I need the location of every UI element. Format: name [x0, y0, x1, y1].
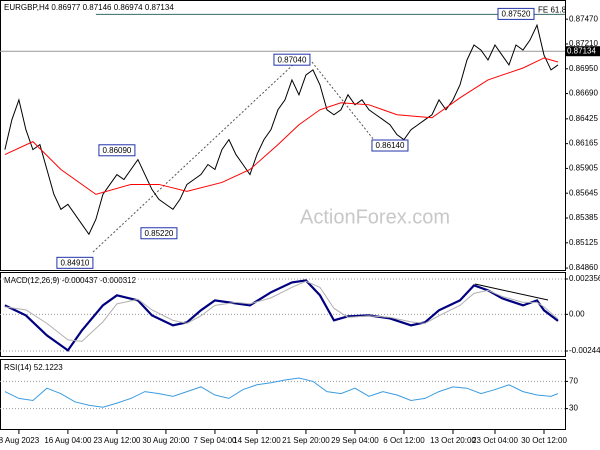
current-price-box	[565, 46, 600, 57]
x-tick-label: 30 Oct 12:00	[521, 436, 567, 445]
x-tick-label: 7 Sep 04:00	[193, 436, 237, 445]
annotation-label: 0.84910	[60, 258, 89, 267]
panel-title: RSI(14) 52.1223	[4, 363, 63, 372]
annotation-box	[497, 7, 535, 20]
y-tick-label: 0.00	[569, 309, 585, 318]
fe-label: FE 61.8	[538, 6, 567, 15]
annotation-box	[56, 256, 94, 269]
y-tick-label: -0.002442	[569, 346, 600, 355]
y-tick-label: 0.85905	[569, 164, 598, 173]
macd-trend-line	[474, 283, 549, 301]
panel-title: MACD(12,26,9) -0.000437 -0.000312	[4, 276, 137, 285]
y-tick-label: 0.87470	[569, 14, 598, 23]
watermark: ActionForex.com	[300, 206, 450, 228]
y-tick-label: 70	[569, 377, 578, 386]
y-tick-label: 0.86690	[569, 89, 598, 98]
x-tick-label: 21 Sep 20:00	[282, 436, 330, 445]
y-tick-label: 0.86950	[569, 64, 598, 73]
y-tick-label: 0.87210	[569, 39, 598, 48]
annotation-label: 0.86090	[102, 146, 131, 155]
y-tick-label: 0.85385	[569, 213, 598, 222]
y-tick-label: 0.85645	[569, 188, 598, 197]
series-line	[4, 377, 559, 408]
x-tick-label: 8 Aug 2023	[0, 436, 40, 445]
y-tick-label: 0.85125	[569, 238, 598, 247]
rsi-panel	[0, 359, 566, 430]
annotation-label: 0.86140	[376, 141, 405, 150]
y-tick-label: 0.86165	[569, 139, 598, 148]
annotation-label: 0.87040	[277, 55, 306, 64]
annotation-label: 0.85220	[144, 229, 173, 238]
annotation-box	[98, 144, 136, 157]
x-tick-label: 13 Oct 20:00	[430, 436, 476, 445]
x-tick-label: 6 Oct 12:00	[383, 436, 425, 445]
series-line	[4, 23, 559, 236]
series-line	[4, 279, 559, 352]
x-tick-label: 29 Sep 04:00	[331, 436, 379, 445]
panel-title: EURGBP,H4 0.86977 0.87146 0.86974 0.8713…	[4, 3, 174, 12]
current-price-label: 0.87134	[567, 46, 596, 55]
annotation-box	[140, 227, 178, 240]
series-line	[4, 57, 559, 195]
price-panel	[0, 0, 566, 271]
annotation-label: 0.87520	[502, 10, 531, 19]
y-tick-label: 0.002356	[569, 274, 600, 283]
annotation-box	[371, 139, 409, 152]
series-line	[4, 280, 559, 342]
annotation-box	[273, 53, 311, 66]
x-tick-label: 16 Aug 04:00	[44, 436, 92, 445]
y-tick-label: 30	[569, 404, 578, 413]
x-tick-label: 23 Aug 12:00	[93, 436, 141, 445]
y-tick-label: 0.86425	[569, 114, 598, 123]
x-tick-label: 14 Sep 12:00	[233, 436, 281, 445]
x-tick-label: 30 Aug 20:00	[142, 436, 190, 445]
x-tick-label: 23 Oct 04:00	[472, 436, 518, 445]
y-tick-label: 0.84860	[569, 263, 598, 272]
